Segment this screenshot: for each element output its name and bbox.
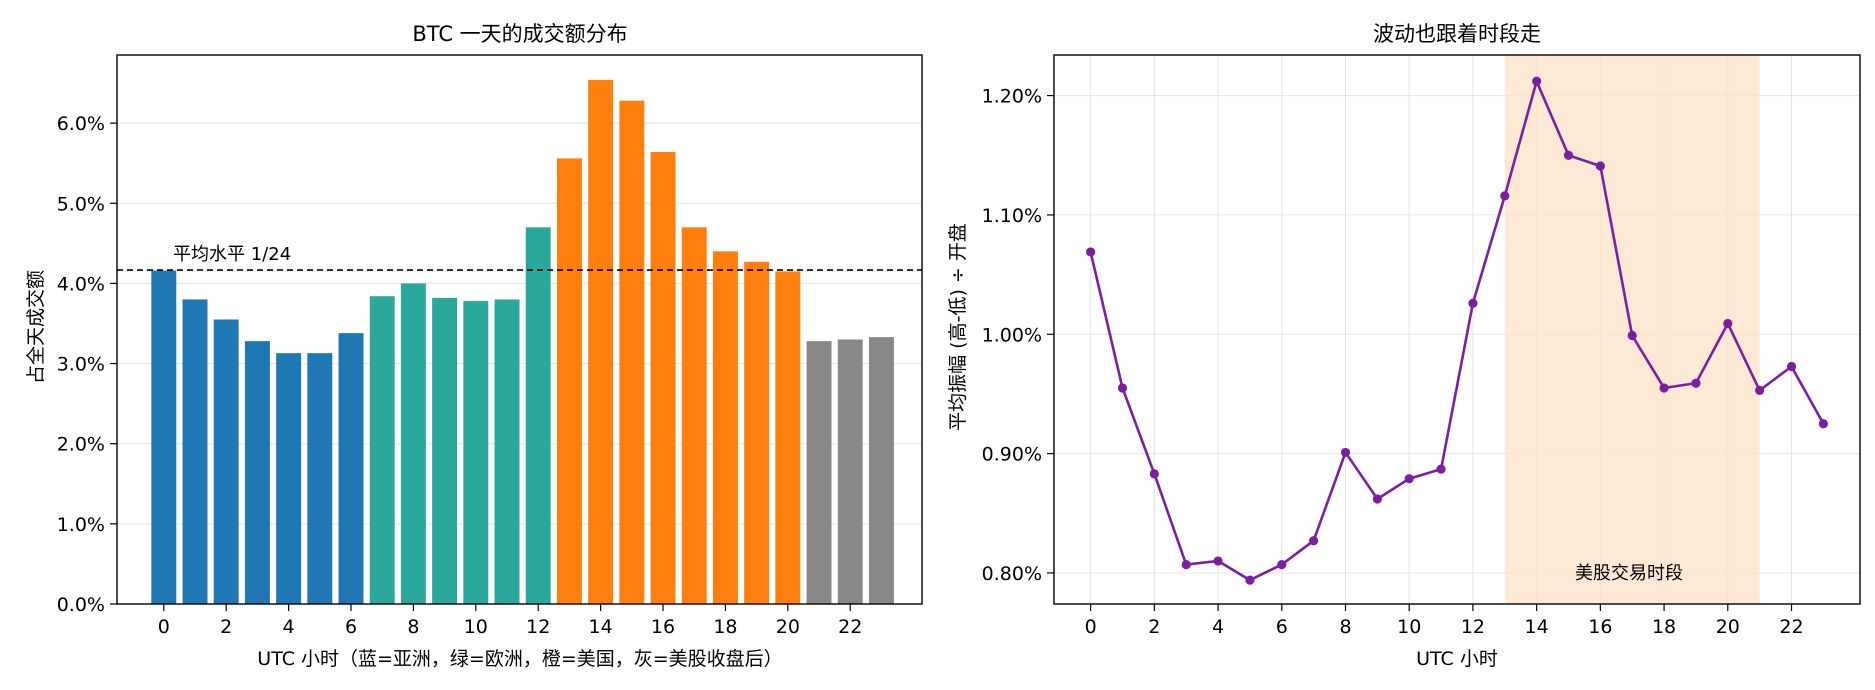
bar-hour-15: [619, 100, 645, 604]
data-point-hour-12: [1468, 298, 1478, 308]
y-tick-label: 5.0%: [57, 193, 105, 215]
x-axis-label: UTC 小时（蓝=亚洲，绿=欧洲，橙=美国，灰=美股收盘后）: [257, 648, 782, 670]
x-tick-label: 22: [838, 616, 862, 638]
data-point-hour-18: [1659, 383, 1669, 393]
x-tick-label: 18: [713, 616, 737, 638]
y-tick-label: 1.0%: [57, 514, 105, 536]
data-point-hour-20: [1723, 318, 1733, 329]
bar-hour-18: [712, 251, 738, 604]
bar-hour-14: [588, 79, 614, 604]
x-tick-label: 16: [1588, 616, 1612, 638]
bar-hour-8: [400, 283, 426, 604]
x-tick-label: 6: [345, 616, 357, 638]
data-point-hour-2: [1149, 469, 1159, 479]
shaded-region-label: 美股交易时段: [1575, 563, 1683, 584]
bar-hour-2: [213, 319, 239, 604]
data-point-hour-13: [1500, 191, 1510, 201]
x-tick-label: 22: [1779, 616, 1803, 638]
y-tick-label: 1.20%: [982, 86, 1042, 108]
y-axis-label: 占全天成交额: [25, 270, 47, 384]
bar-hour-21: [806, 341, 832, 604]
bar-hour-11: [494, 299, 520, 604]
x-tick-label: 14: [1525, 616, 1549, 638]
data-point-hour-7: [1309, 536, 1319, 546]
bar-hour-0: [151, 270, 177, 604]
reference-line-label: 平均水平 1/24: [173, 244, 291, 265]
x-tick-label: 2: [1148, 616, 1160, 638]
series-line: [1089, 77, 1825, 582]
y-tick-label: 0.80%: [982, 563, 1042, 585]
x-tick-label: 4: [283, 616, 295, 638]
bar-hour-4: [276, 353, 302, 604]
volatility-line-chart: 0 2 4 6 8 10 12 14 16 18 20 22 0.80% 0.90% 1.00% 1.10%…: [947, 22, 1861, 670]
bar-hour-7: [369, 296, 395, 604]
x-tick-label: 10: [1397, 616, 1421, 638]
volume-bar-chart: 0 2 4 6 8 10 12 14 16 18 20 22 0.0% 1.0% 2.0% 3.0% 4.0%…: [25, 22, 923, 670]
x-tick-label: 2: [220, 616, 232, 638]
y-tick-label: 4.0%: [57, 273, 105, 295]
x-tick-label: 12: [526, 616, 550, 638]
plot-frame: [116, 54, 923, 605]
data-point-hour-8: [1340, 447, 1351, 458]
data-point-hour-15: [1563, 150, 1574, 160]
bar-hour-20: [775, 271, 801, 604]
x-tick-label: 20: [1716, 616, 1740, 638]
y-axis-label: 平均振幅 (高-低) ÷ 开盘: [947, 223, 969, 431]
data-point-hour-1: [1117, 383, 1128, 393]
y-tick-label: 0.0%: [57, 594, 105, 616]
data-point-hour-22: [1786, 361, 1797, 372]
bar-hour-13: [556, 158, 582, 605]
data-point-hour-10: [1404, 474, 1414, 484]
x-tick-label: 20: [776, 616, 800, 638]
x-tick-label: 18: [1652, 616, 1676, 638]
plot-frame: [1053, 54, 1861, 605]
bar-hour-9: [432, 297, 458, 604]
x-tick-label: 16: [651, 616, 675, 638]
data-point-hour-19: [1691, 378, 1701, 388]
bar-hour-10: [463, 301, 489, 604]
y-tick-label: 2.0%: [57, 434, 105, 456]
y-tick-label: 1.00%: [982, 324, 1042, 346]
data-point-hour-11: [1436, 464, 1446, 474]
y-tick-label: 3.0%: [57, 354, 105, 376]
chart-title: BTC 一天的成交额分布: [412, 22, 627, 46]
x-axis-label: UTC 小时: [1416, 648, 1498, 670]
y-tick-label: 0.90%: [982, 444, 1042, 466]
data-point-hour-16: [1595, 161, 1605, 171]
y-tick-label: 6.0%: [57, 113, 105, 135]
x-tick-label: 14: [589, 616, 613, 638]
bar-hour-12: [525, 227, 551, 604]
x-tick-label: 6: [1276, 616, 1288, 638]
bar-hour-1: [182, 299, 208, 604]
bar-hour-22: [837, 339, 863, 604]
data-point-hour-0: [1086, 247, 1096, 257]
data-point-hour-17: [1627, 330, 1637, 341]
chart-title: 波动也跟着时段走: [1373, 22, 1541, 46]
x-tick-label: 10: [464, 616, 488, 638]
bar-hour-3: [244, 341, 270, 604]
data-point-hour-6: [1277, 560, 1287, 570]
y-tick-label: 1.10%: [982, 205, 1042, 227]
x-tick-label: 4: [1212, 616, 1224, 638]
x-tick-label: 0: [158, 616, 170, 638]
data-point-hour-21: [1755, 385, 1765, 395]
bar-hour-16: [650, 151, 676, 605]
bar-hour-19: [744, 261, 770, 604]
x-tick-label: 8: [1339, 616, 1351, 638]
data-point-hour-9: [1372, 494, 1382, 504]
x-tick-label: 0: [1085, 616, 1097, 638]
bar-hour-23: [868, 337, 894, 604]
bar-hour-5: [307, 353, 333, 604]
bar-hour-17: [681, 227, 707, 604]
data-point-hour-5: [1245, 575, 1255, 585]
bar-hour-6: [338, 333, 364, 604]
data-point-hour-3: [1181, 560, 1191, 570]
data-point-hour-14: [1532, 76, 1542, 86]
data-point-hour-4: [1213, 556, 1223, 566]
data-point-hour-23: [1818, 419, 1828, 429]
x-tick-label: 8: [407, 616, 419, 638]
x-tick-label: 12: [1461, 616, 1485, 638]
